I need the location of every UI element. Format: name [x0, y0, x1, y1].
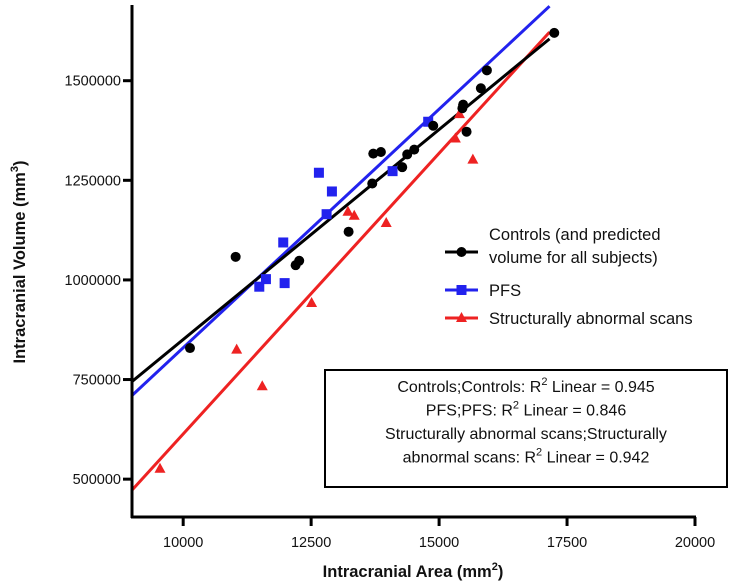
data-point-triangle [306, 297, 318, 308]
data-point-triangle [256, 380, 268, 391]
data-point-circle [397, 162, 408, 173]
x-tick-label: 12500 [291, 535, 331, 551]
x-tick-label: 10000 [163, 535, 203, 551]
data-point-circle [375, 147, 386, 158]
data-point-triangle [380, 216, 392, 227]
fit-line-circle [131, 37, 551, 383]
fit-line-square [130, 5, 551, 397]
legend-marker-triangle [456, 312, 467, 322]
data-points [154, 27, 560, 473]
x-axis-title: Intracranial Area (mm2) [323, 561, 504, 581]
y-ticks: 500000 750000 1000000 1250000 1500000 [65, 74, 132, 488]
data-point-circle [368, 148, 379, 159]
data-point-square [326, 186, 337, 197]
y-tick-label: 750000 [73, 373, 121, 389]
x-tick-label: 15000 [419, 535, 459, 551]
data-point-circle [294, 255, 305, 266]
data-point-circle [428, 120, 439, 131]
fit-line-triangle [130, 31, 551, 492]
y-tick-label: 1000000 [65, 273, 121, 289]
data-point-circle [343, 226, 354, 237]
data-point-circle [481, 65, 492, 76]
legend-label: PFS [489, 282, 521, 300]
data-point-circle [230, 251, 241, 262]
r-squared-text: Controls;Controls: R2 Linear = 0.945 PFS;… [385, 376, 667, 467]
y-tick-label: 1500000 [65, 74, 121, 90]
data-point-square [321, 209, 332, 220]
y-axis-title: Intracranial Volume (mm3) [9, 161, 29, 364]
data-point-circle [458, 99, 469, 110]
data-point-circle [402, 149, 413, 160]
data-point-square [423, 116, 434, 127]
data-point-triangle [467, 153, 479, 164]
r-squared-box [324, 369, 728, 488]
data-point-triangle [453, 108, 465, 119]
y-tick-label: 1250000 [65, 173, 121, 189]
fit-lines [130, 5, 551, 492]
data-point-circle [461, 126, 472, 137]
data-point-square [279, 278, 290, 289]
data-point-circle [184, 343, 195, 354]
legend-marker-circle [456, 247, 467, 257]
y-tick-label: 500000 [73, 472, 121, 488]
r-squared-line: abnormal scans: R2 Linear = 0.942 [403, 447, 650, 467]
legend-label: Controls (and predicted [489, 226, 661, 244]
legend: Controls (and predicted volume for all su… [445, 226, 693, 328]
r-squared-line: Structurally abnormal scans;Structurally [385, 426, 667, 443]
data-point-square [260, 274, 271, 285]
data-point-triangle [348, 209, 360, 220]
r-squared-line: PFS;PFS: R2 Linear = 0.846 [426, 400, 627, 420]
legend-marker-square [456, 285, 467, 295]
x-tick-label: 20000 [675, 535, 715, 551]
data-point-square [278, 237, 289, 248]
data-point-triangle [449, 132, 461, 143]
data-point-triangle [342, 205, 354, 216]
data-point-square [387, 166, 398, 177]
data-point-triangle [231, 343, 243, 354]
data-point-square [313, 167, 324, 178]
x-ticks: 10000 12500 15000 17500 20000 [163, 517, 715, 551]
data-point-circle [549, 27, 560, 38]
data-point-circle [475, 83, 486, 94]
data-point-triangle [154, 462, 166, 473]
data-point-square [254, 281, 265, 292]
legend-label: volume for all subjects) [489, 249, 658, 267]
x-tick-label: 17500 [547, 535, 587, 551]
r-squared-line: Controls;Controls: R2 Linear = 0.945 [397, 376, 654, 396]
data-point-circle [367, 178, 378, 189]
data-point-circle [409, 144, 420, 155]
legend-label: Structurally abnormal scans [489, 310, 693, 328]
